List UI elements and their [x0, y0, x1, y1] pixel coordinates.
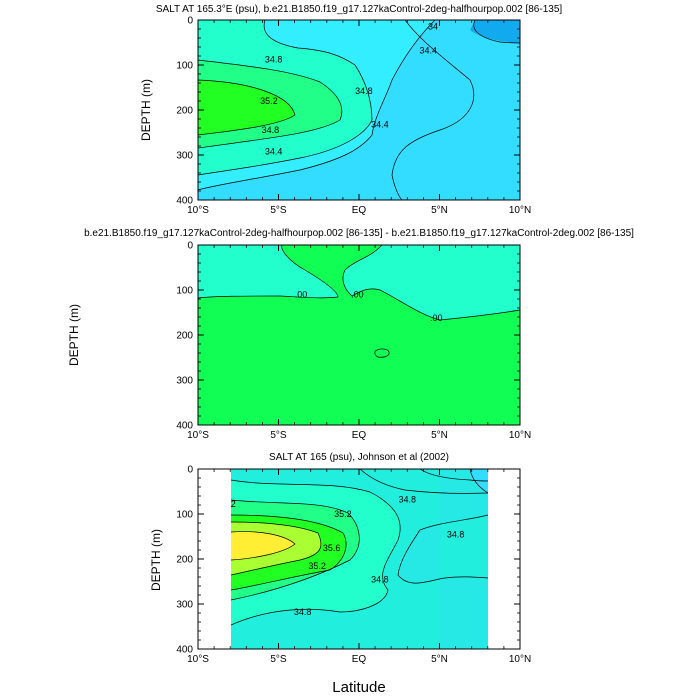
contour-label: 34.8 — [265, 55, 283, 65]
x-tick-label: EQ — [352, 654, 367, 665]
panel-1-contour-line — [391, 20, 475, 200]
panel-1: SALT AT 165.3°E (psu), b.e21.B1850.f19_g… — [139, 4, 562, 216]
panel-3-contour-line — [397, 514, 488, 584]
panel-3-ylabel: DEPTH (m) — [149, 529, 163, 591]
y-tick-label: 200 — [176, 555, 193, 566]
x-tick-label: 5°S — [270, 430, 287, 441]
y-tick-label: 100 — [176, 510, 193, 521]
panel-3-contour-line — [419, 469, 488, 482]
panel-1-title: SALT AT 165.3°E (psu), b.e21.B1850.f19_g… — [156, 4, 563, 15]
x-tick-label: 10°N — [509, 430, 531, 441]
panel-3-contour-line — [469, 469, 488, 494]
panel-3-fill-35-6-core — [231, 531, 295, 560]
x-tick-label: 10°S — [187, 654, 209, 665]
contour-label: 34.8 — [294, 607, 312, 617]
panel-1-contour-line — [473, 20, 520, 44]
panel-1-contour-line — [198, 79, 296, 136]
panel-3-contour-line — [231, 499, 360, 601]
x-tick-label: EQ — [352, 205, 367, 216]
panel-1-contour-line — [198, 20, 436, 191]
contour-label: .00 — [430, 313, 443, 323]
y-tick-label: 400 — [176, 645, 193, 656]
panel-3-fill-ne-surface — [398, 469, 488, 649]
panel-1-fill: 34.8 34.8 35.2 34.8 34.4 34.4 34.4 34 — [198, 20, 520, 200]
contour-label: 34.8 — [447, 530, 465, 540]
panel-2-ylabel: DEPTH (m) — [67, 304, 81, 366]
contour-label: 34 — [428, 21, 438, 31]
x-tick-label: 10°S — [187, 205, 209, 216]
y-tick-label: 300 — [176, 376, 193, 387]
panel-2-small-negative-patch — [374, 348, 390, 358]
panel-1-contour-line — [198, 20, 373, 176]
x-tick-label: 10°N — [509, 654, 531, 665]
contour-label: 34.8 — [371, 574, 389, 584]
x-tick-label: 5°S — [270, 654, 287, 665]
contour-label: 35.6 — [323, 543, 341, 553]
panel-2-contour-line — [342, 245, 520, 321]
panel-2-contour-line — [198, 245, 339, 299]
panel-3-contour-line — [231, 531, 296, 561]
contour-label: 35.2 — [260, 96, 278, 106]
x-tick-label: 5°S — [270, 205, 287, 216]
x-tick-label: 5°N — [431, 430, 448, 441]
y-tick-label: 300 — [176, 151, 193, 162]
x-tick-label: 5°N — [431, 654, 448, 665]
contour-label: 34.8 — [355, 86, 373, 96]
y-tick-label: 400 — [176, 196, 193, 207]
panel-3-fill: 35.2 35.2 34.8 34.8 35.6 35.2 34.8 34.8 — [218, 469, 488, 649]
x-tick-label: 10°S — [187, 430, 209, 441]
y-tick-label: 100 — [176, 61, 193, 72]
x-axis-label: Latitude — [332, 679, 385, 696]
y-tick-label: 300 — [176, 600, 193, 611]
y-tick-label: 0 — [187, 241, 193, 252]
contour-label: 34.8 — [262, 125, 280, 135]
contour-label: 35.2 — [334, 509, 352, 519]
panel-3: SALT AT 165 (psu), Johnson et al (2002) … — [149, 452, 531, 665]
contour-label: .00 — [351, 290, 364, 300]
y-tick-label: 0 — [187, 16, 193, 27]
y-tick-label: 0 — [187, 465, 193, 476]
panel-1-fill-34-corner — [470, 20, 520, 43]
y-tick-label: 100 — [176, 286, 193, 297]
panel-3-contour-line — [231, 514, 347, 591]
panel-1-ylabel: DEPTH (m) — [139, 79, 153, 141]
panel-3-contour-line — [231, 521, 322, 576]
panel-2-fill: .00 .00 .00 — [198, 245, 520, 425]
contour-label: 34.4 — [371, 119, 389, 129]
contour-label: 35.2 — [218, 499, 236, 509]
contour-label: 34.4 — [419, 46, 437, 56]
x-tick-label: EQ — [352, 430, 367, 441]
panel-2: b.e21.B1850.f19_g17.127kaControl-2deg-ha… — [67, 228, 634, 441]
panel-1-contour-line — [198, 59, 343, 149]
panel-2-title: b.e21.B1850.f19_g17.127kaControl-2deg-ha… — [84, 228, 634, 239]
panel-1-fill-35-2-core — [198, 80, 295, 135]
y-tick-label: 400 — [176, 421, 193, 432]
contour-label: 35.2 — [308, 561, 326, 571]
contour-label: 34.8 — [399, 495, 417, 505]
panel-3-contour-line — [231, 479, 401, 626]
panel-3-contour-line — [359, 469, 488, 494]
x-tick-label: 5°N — [431, 205, 448, 216]
contour-label: 34.4 — [265, 146, 283, 156]
contour-label: .00 — [295, 290, 308, 300]
x-tick-label: 10°N — [509, 205, 531, 216]
y-tick-label: 200 — [176, 106, 193, 117]
panel-3-title: SALT AT 165 (psu), Johnson et al (2002) — [269, 452, 449, 463]
y-tick-label: 200 — [176, 331, 193, 342]
panel-2-fill-negative — [198, 245, 520, 320]
